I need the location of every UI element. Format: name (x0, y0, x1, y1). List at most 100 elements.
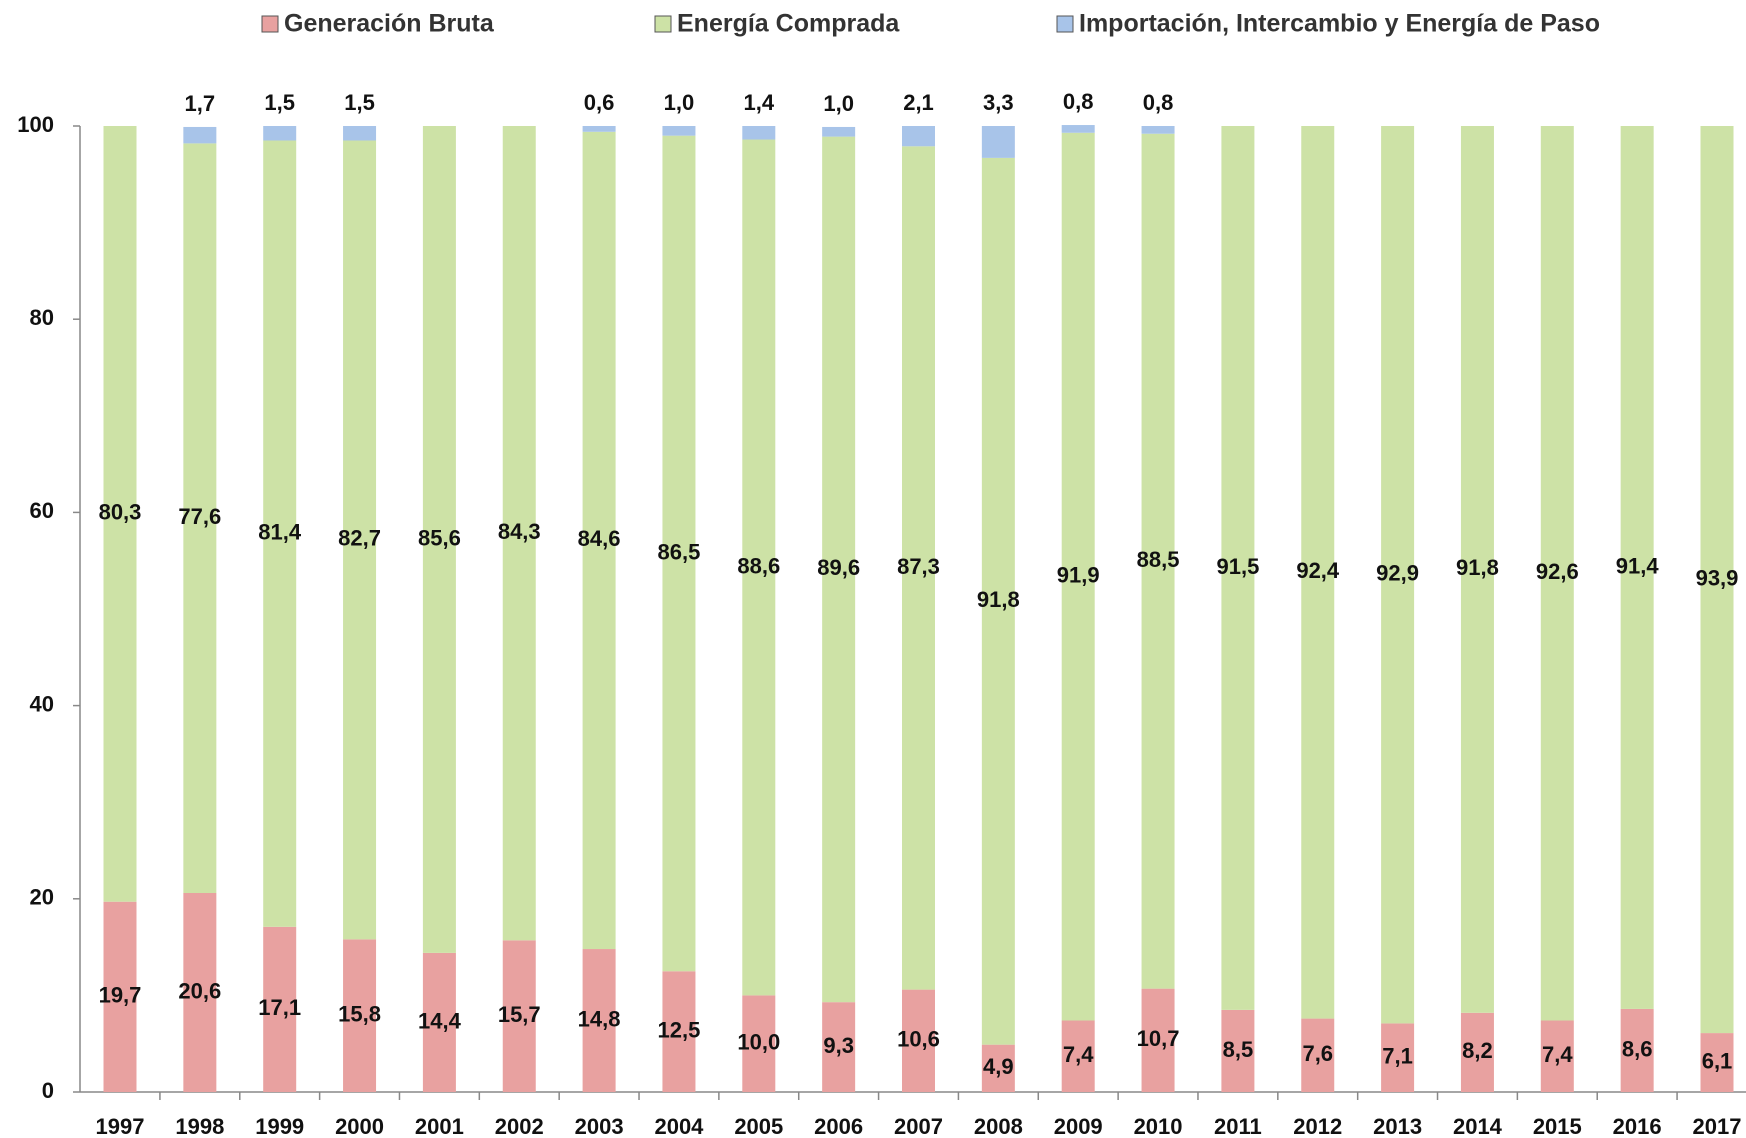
value-label: 7,6 (1302, 1041, 1333, 1066)
bar-segment (822, 126, 856, 137)
value-label: 92,4 (1296, 558, 1340, 583)
x-tick-label: 2016 (1613, 1114, 1662, 1138)
bar-segment (1061, 132, 1095, 1021)
value-label: 4,9 (983, 1054, 1014, 1079)
bar-segment (902, 126, 935, 147)
value-label: 15,7 (498, 1002, 541, 1027)
bar-segment (1381, 1023, 1415, 1092)
bar-segment (1460, 1012, 1494, 1092)
value-label: 1,7 (185, 91, 216, 116)
bar-segment (183, 143, 217, 894)
x-tick-label: 2001 (415, 1114, 464, 1138)
bar-segment (422, 126, 456, 953)
value-label: 10,0 (737, 1030, 780, 1055)
value-label: 14,8 (578, 1006, 621, 1031)
bar-segment (981, 157, 1015, 1045)
bar-segment (502, 940, 536, 1092)
x-tick-label: 2015 (1533, 1114, 1582, 1138)
bar-segment (1061, 125, 1095, 133)
value-label: 19,7 (99, 983, 142, 1008)
x-tick-label: 1999 (255, 1114, 304, 1138)
x-tick-label: 2008 (974, 1114, 1023, 1138)
bar-segment (1540, 126, 1574, 1021)
legend-label: Importación, Intercambio y Energía de Pa… (1079, 10, 1600, 38)
bar-segment (1700, 1033, 1734, 1092)
x-tick-label: 1997 (96, 1114, 145, 1138)
value-label: 15,8 (338, 1001, 381, 1026)
bar-segment (742, 139, 776, 996)
value-label: 7,4 (1063, 1042, 1094, 1067)
value-label: 1,0 (664, 90, 695, 115)
bar-segment (662, 126, 696, 136)
bar-segment (1301, 126, 1335, 1019)
value-label: 0,6 (584, 90, 615, 115)
bar-segment (343, 140, 377, 940)
value-label: 82,7 (338, 526, 381, 551)
bar-segment (582, 949, 616, 1092)
bar-segment (422, 952, 456, 1092)
bar-segment (1620, 1008, 1654, 1092)
bar-segment (662, 135, 696, 972)
value-label: 8,6 (1622, 1036, 1653, 1061)
bar-segment (1141, 988, 1175, 1092)
value-label: 85,6 (418, 525, 461, 550)
bar-segment (263, 126, 297, 141)
bar-segment (582, 126, 616, 132)
value-label: 91,9 (1057, 562, 1100, 587)
value-label: 9,3 (823, 1033, 854, 1058)
x-tick-label: 2009 (1054, 1114, 1103, 1138)
value-label: 10,7 (1137, 1026, 1180, 1051)
x-tick-label: 2012 (1293, 1114, 1342, 1138)
x-tick-label: 2017 (1693, 1114, 1742, 1138)
value-label: 1,0 (823, 91, 854, 116)
bar-segment (183, 893, 217, 1092)
bar-segment (1381, 126, 1415, 1024)
y-tick-label: 0 (42, 1078, 54, 1103)
bar-segment (822, 136, 856, 1003)
value-label: 7,1 (1382, 1044, 1413, 1069)
x-tick-label: 2003 (575, 1114, 624, 1138)
value-label: 1,5 (344, 90, 375, 115)
bar-segment (103, 126, 137, 902)
bar-segment (502, 126, 536, 941)
value-label: 20,6 (178, 978, 221, 1003)
value-label: 84,6 (578, 526, 621, 551)
bar-segment (103, 901, 137, 1092)
y-tick-label: 40 (30, 691, 54, 716)
bar-segment (1061, 1020, 1095, 1092)
value-label: 80,3 (99, 500, 142, 525)
x-tick-label: 2005 (734, 1114, 783, 1138)
value-label: 91,8 (1456, 555, 1499, 580)
bar-segment (902, 146, 935, 990)
value-label: 92,6 (1536, 559, 1579, 584)
legend-swatch (261, 15, 279, 33)
value-label: 81,4 (258, 519, 302, 544)
value-label: 1,5 (264, 90, 295, 115)
y-tick-label: 80 (30, 305, 54, 330)
bar-segment (981, 126, 1015, 158)
value-label: 88,6 (737, 553, 780, 578)
legend-swatch (654, 15, 672, 33)
bar-segment (981, 1044, 1015, 1092)
value-label: 17,1 (258, 995, 301, 1020)
bar-segment (263, 926, 297, 1092)
bar-segment (183, 126, 217, 144)
value-label: 10,6 (897, 1027, 940, 1052)
bar-segment (343, 939, 377, 1092)
value-label: 2,1 (903, 90, 934, 115)
bar-segment (742, 995, 776, 1092)
bar-segment (1460, 126, 1494, 1013)
value-label: 8,5 (1223, 1037, 1254, 1062)
legend-swatch (1056, 15, 1074, 33)
bar-segment (902, 989, 935, 1092)
bar-segment (1141, 126, 1175, 134)
x-tick-label: 2000 (335, 1114, 384, 1138)
y-tick-label: 60 (30, 498, 54, 523)
bar-segment (1301, 1018, 1335, 1092)
bar-segment (1620, 126, 1654, 1009)
x-tick-label: 2002 (495, 1114, 544, 1138)
bar-segment (1141, 133, 1175, 989)
value-label: 87,3 (897, 554, 940, 579)
bar-segment (662, 971, 696, 1092)
